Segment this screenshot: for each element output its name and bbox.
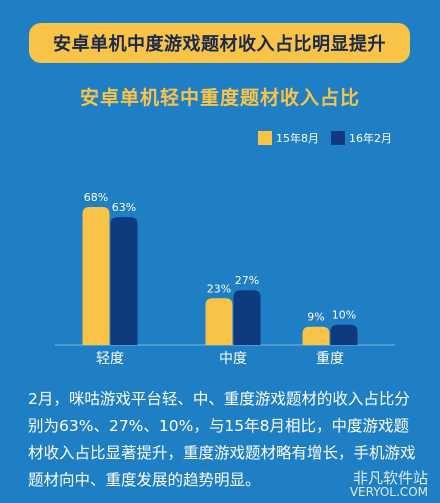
data-label-2-1: 10% [332,309,356,322]
watermark-cn: 非凡软件站 [352,469,428,487]
chart-legend: 15年8月 16年2月 [258,130,392,146]
chart-title: 安卓单机轻中重度题材收入占比 [79,87,360,109]
legend-label-series-1: 15年8月 [276,132,319,145]
data-label-0-1: 63% [112,201,136,214]
category-label-1: 中度 [219,351,247,367]
bar-0-0 [82,206,110,345]
data-label-0-0: 68% [84,191,108,204]
legend-label-series-2: 16年2月 [349,132,392,145]
data-label-1-1: 27% [235,274,259,287]
description-paragraph: 2月，咪咕游戏平台轻、中、重度游戏题材的收入占比分别为63%、27%、10%，与… [28,390,416,489]
data-label-1-0: 23% [207,282,231,295]
watermark-en: VERYOL.COM [349,485,428,499]
legend-item-series-1: 15年8月 [258,130,319,146]
bar-1-1 [233,290,261,345]
legend-item-series-2: 16年2月 [331,130,392,146]
data-label-2-0: 9% [307,311,324,324]
bar-chart: 68% 63% 轻度 23% 27% 中度 9% 10% 重度 [55,191,395,367]
watermark: 非凡软件站 VERYOL.COM [349,469,428,500]
legend-swatch-series-2 [331,131,345,145]
category-label-0: 轻度 [96,351,124,367]
bar-1-0 [205,298,233,345]
bar-2-1 [330,324,358,345]
bar-2-0 [302,326,330,345]
headline-banner: 安卓单机中度游戏题材收入占比明显提升 [29,23,410,63]
legend-swatch-series-1 [258,131,272,145]
bar-0-1 [110,217,138,345]
headline-text: 安卓单机中度游戏题材收入占比明显提升 [53,34,386,55]
category-label-2: 重度 [316,351,344,367]
